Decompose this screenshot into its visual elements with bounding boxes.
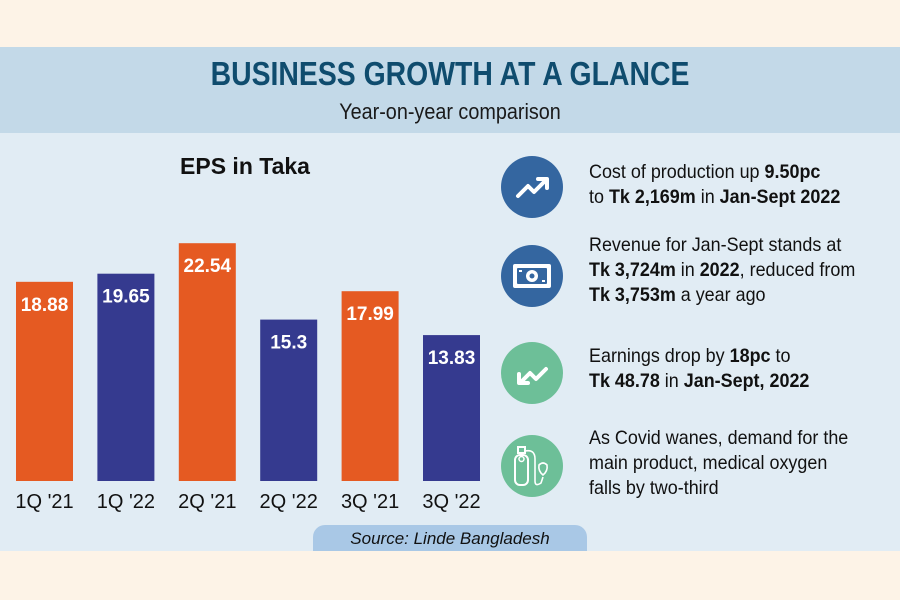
fact-highlight: Tk 2,169m (608, 186, 696, 208)
fact-segment: a year ago (675, 284, 766, 306)
bar-1q21 (16, 281, 73, 481)
bar-value-label: 18.88 (21, 295, 69, 316)
fact-segment: Revenue for Jan-Sept stands at (589, 234, 842, 256)
fact-earnings: Earnings drop by 18pc to Tk 48.78 in Jan-… (501, 338, 896, 408)
fact-highlight: 2022 (699, 259, 740, 281)
fact-medical-oxygen: As Covid wanes, demand for the main produ… (501, 425, 896, 505)
bar-value-label: 22.54 (184, 256, 232, 277)
fact-text: Cost of production up 9.50pc to Tk 2,169m… (589, 160, 883, 210)
bar-value-label: 19.65 (102, 287, 150, 308)
fact-segment: in (659, 370, 684, 392)
eps-bar-chart: 18.88 1Q '21 19.65 1Q '22 22.54 2Q '21 15.3 2Q … (15, 243, 481, 513)
trend-up-icon (501, 156, 563, 218)
fact-revenue: Revenue for Jan-Sept stands at Tk 3,724m … (501, 234, 896, 318)
bar-1q22 (97, 273, 155, 481)
fact-segment: in (675, 259, 700, 281)
fact-segment: , reduced from (739, 259, 856, 281)
fact-segment: Earnings drop by (589, 345, 730, 367)
bar-3q22 (423, 335, 480, 481)
fact-segment: main product, medical oxygen (589, 452, 828, 474)
x-tick-label: 2Q '21 (178, 491, 236, 513)
fact-segment: to (770, 345, 791, 367)
bar-2q22 (260, 319, 318, 481)
fact-segment: As Covid wanes, demand for the (589, 427, 849, 449)
fact-cost-of-production: Cost of production up 9.50pc to Tk 2,169m… (501, 152, 896, 222)
fact-highlight: Jan-Sept, 2022 (683, 370, 810, 392)
oxygen-cylinder-icon (501, 435, 563, 497)
fact-highlight: 9.50pc (764, 161, 821, 183)
bar-3q21 (341, 291, 399, 481)
bar-value-label: 17.99 (346, 304, 394, 325)
fact-segment: Cost of production up (589, 161, 765, 183)
fact-highlight: Tk 3,724m (589, 259, 676, 281)
bar-value-label: 15.3 (270, 333, 307, 354)
fact-segment: to (589, 186, 609, 208)
bar-2q21 (178, 243, 236, 481)
page-subtitle: Year-on-year comparison (339, 99, 561, 124)
x-tick-label: 1Q '21 (15, 491, 73, 513)
fact-segment: in (695, 186, 720, 208)
source-note: Source: Linde Bangladesh (313, 525, 587, 551)
x-tick-label: 3Q '22 (422, 491, 480, 513)
fact-highlight: Jan-Sept 2022 (719, 186, 841, 208)
fact-highlight: Tk 48.78 (589, 370, 660, 392)
trend-down-icon (501, 342, 563, 404)
chart-title: EPS in Taka (180, 153, 310, 179)
banknote-icon (501, 245, 563, 307)
bar-value-label: 13.83 (428, 348, 476, 369)
fact-highlight: Tk 3,753m (589, 284, 676, 306)
x-tick-label: 3Q '21 (341, 491, 399, 513)
fact-text: Earnings drop by 18pc to Tk 48.78 in Jan-… (589, 344, 883, 394)
page-title: BUSINESS GROWTH AT A GLANCE (210, 55, 690, 92)
fact-text: Revenue for Jan-Sept stands at Tk 3,724m … (589, 233, 883, 308)
fact-segment: falls by two-third (589, 477, 719, 499)
x-tick-label: 1Q '22 (97, 491, 155, 513)
fact-text: As Covid wanes, demand for the main produ… (589, 426, 883, 501)
x-tick-label: 2Q '22 (260, 491, 318, 513)
header-banner: BUSINESS GROWTH AT A GLANCE Year-on-year… (0, 47, 900, 133)
fact-highlight: 18pc (729, 345, 771, 367)
